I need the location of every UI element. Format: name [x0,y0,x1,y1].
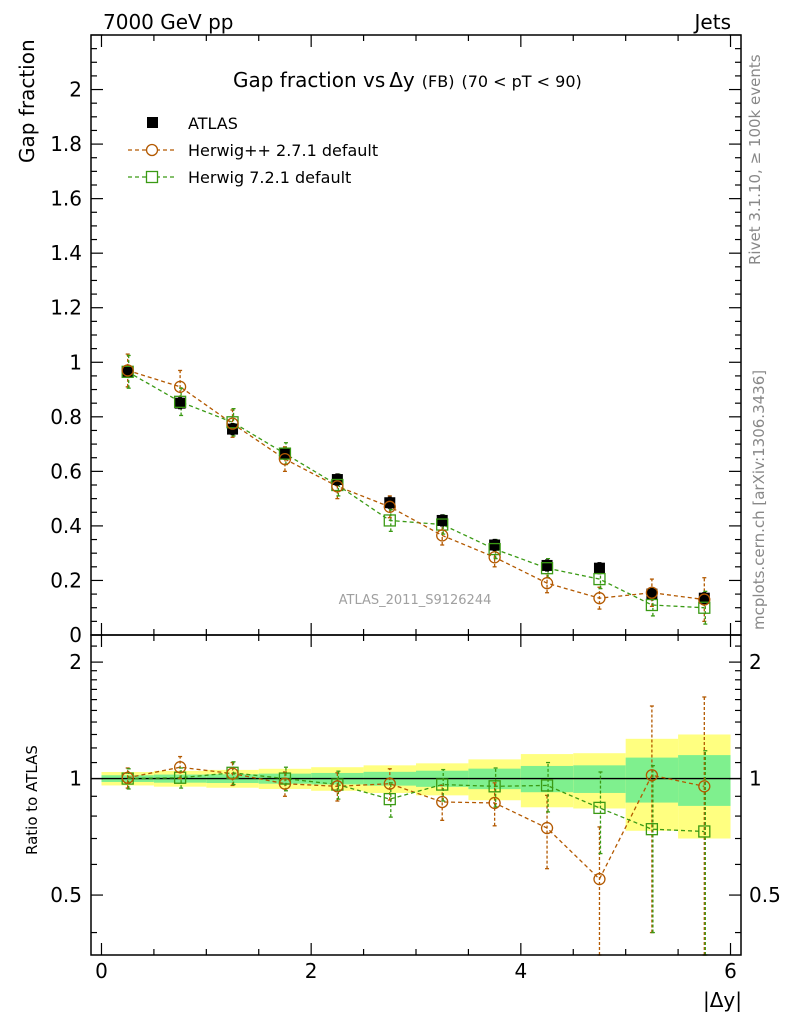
legend-label-herwig7: Herwig 7.2.1 default [188,168,351,187]
chart-title-sub: (FB) [422,72,455,91]
ratio-point-herwigpp [698,780,711,793]
point-herwigpp [593,592,606,605]
legend: ATLAS Herwig++ 2.7.1 default Herwig 7.2.… [128,114,378,187]
y-axis-label-main: Gap fraction [15,39,39,163]
y-tick-label: 0 [69,623,82,647]
y-tick-label: 2 [69,78,82,102]
ratio-y-tick-label-right: 0.5 [749,883,781,907]
y-tick-label: 1.6 [50,187,82,211]
x-axis-label: |Δy| [703,988,742,1012]
ratio-point-herwigpp [436,795,449,809]
mcplots-label: mcplots.cern.ch [arXiv:1306.3436] [750,370,768,630]
chart-title: Gap fraction vs Δy (FB) (70 < pT < 90) [233,68,582,92]
legend-marker-herwigpp [145,143,159,157]
ratio-point-herwig7 [698,825,711,838]
header-left: 7000 GeV pp [103,10,234,34]
point-herwigpp [173,380,187,393]
ratio-point-herwigpp [173,761,187,774]
rivet-label: Rivet 3.1.10, ≥ 100k events [746,54,764,265]
chart-title-var: Δy [389,68,415,92]
ratio-point-herwig7 [593,801,606,815]
analysis-id: ATLAS_2011_S9126244 [339,593,492,608]
ratio-point-herwigpp [121,771,134,784]
y-tick-label: 0.8 [50,405,82,429]
main-panel [121,353,711,625]
y-tick-label: 1.8 [50,132,82,156]
ratio-point-herwig7 [488,780,501,793]
y-tick-label: 1.2 [50,296,82,320]
x-tick-label: 6 [724,959,737,983]
chart-title-cut: (70 < pT < 90) [461,72,581,91]
point-herwigpp [645,586,659,599]
legend-marker-herwig7 [145,170,159,184]
legend-label-atlas: ATLAS [188,114,238,133]
ratio-y-tick-label: 0.5 [50,883,82,907]
ratio-point-herwigpp [645,769,659,782]
ratio-y-tick-label-right: 2 [749,650,762,674]
point-herwig7 [540,562,554,575]
ratio-point-herwig7 [436,778,449,791]
y-tick-label: 1.4 [50,241,82,265]
legend-label-herwigpp: Herwig++ 2.7.1 default [188,141,378,160]
ratio-point-herwig7 [645,823,659,836]
line-herwigpp [127,369,705,601]
ratio-y-tick-label-right: 1 [749,767,762,791]
ratio-point-herwigpp [278,777,292,790]
ratio-point-herwig7 [383,792,396,806]
x-tick-label: 4 [514,959,527,983]
point-herwigpp [488,551,501,564]
point-herwigpp [121,364,134,377]
chart-title-main: Gap fraction vs [233,68,385,92]
ratio-panel [91,696,741,956]
y-tick-label: 0.6 [50,459,82,483]
point-herwig7 [645,598,659,612]
x-tick-label: 0 [95,959,108,983]
point-herwigpp [698,593,711,606]
ratio-point-herwig7 [540,779,554,792]
ratio-line-herwig7 [127,772,705,833]
ratio-point-herwigpp [593,872,606,886]
y-axis-label-ratio: Ratio to ATLAS [23,745,41,855]
line-herwig7 [127,371,705,609]
point-herwigpp [383,500,396,513]
point-herwig7 [593,572,606,586]
point-herwig7 [383,514,396,527]
ratio-y-tick-label: 1 [69,767,82,791]
x-tick-label: 2 [305,959,318,983]
ratio-point-herwig7 [278,772,292,785]
ratio-point-herwigpp [331,780,344,793]
point-herwigpp [331,480,344,493]
point-herwig7 [173,395,187,408]
ratio-point-herwigpp [383,777,396,790]
point-herwigpp [278,452,292,466]
ratio-point-herwigpp [488,796,501,810]
point-herwigpp [226,417,239,430]
point-herwig7 [698,601,711,614]
point-herwig7 [278,447,292,460]
point-herwig7 [488,542,501,556]
point-herwigpp [436,529,449,542]
y-tick-label: 0.2 [50,568,82,592]
legend-marker-atlas [147,117,158,128]
header-right: Jets [693,10,731,34]
ratio-point-herwigpp [226,767,239,780]
y-tick-label: 1 [69,350,82,374]
ratio-y-tick-label: 2 [69,650,82,674]
ratio-point-herwigpp [540,821,554,835]
y-tick-label: 0.4 [50,514,82,538]
point-herwigpp [540,577,554,590]
